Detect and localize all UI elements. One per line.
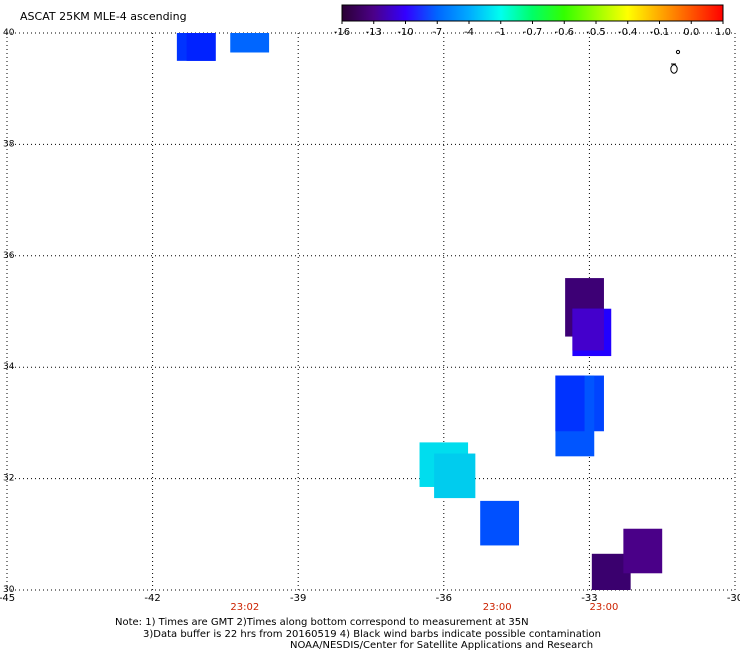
time-label: 23:02 xyxy=(230,602,259,613)
lon-tick-label: -36 xyxy=(436,593,452,604)
lat-tick-label: 36 xyxy=(3,251,15,261)
wind-cell xyxy=(434,453,476,499)
colorbar-label: -1 xyxy=(496,27,506,38)
note-line-1: Note: 1) Times are GMT 2)Times along bot… xyxy=(115,617,529,628)
map-title: ASCAT 25KM MLE-4 ascending xyxy=(20,10,187,23)
colorbar-label: -0.6 xyxy=(554,27,574,38)
time-label: 23:00 xyxy=(590,602,619,613)
colorbar-label: -16 xyxy=(334,27,350,38)
lat-tick-label: 30 xyxy=(3,585,15,595)
wind-cell xyxy=(623,528,663,574)
note-line-3: NOAA/NESDIS/Center for Satellite Applica… xyxy=(290,640,593,650)
wind-cell xyxy=(230,33,270,53)
lon-tick-label: -30 xyxy=(727,593,740,604)
time-labels: 23:02 23:00 23:00 xyxy=(230,602,618,613)
lat-tick-label: 32 xyxy=(3,474,14,484)
axis-tick-labels: -45 -42 -39 -36 -33 -30 40 38 36 34 32 30 xyxy=(0,28,740,604)
colorbar-label: -7 xyxy=(432,27,442,38)
lon-tick-label: -45 xyxy=(0,593,15,604)
lon-tick-label: -42 xyxy=(144,593,160,604)
note-line-2: 3)Data buffer is 22 hrs from 20160519 4)… xyxy=(143,629,601,640)
colorbar-label: -0.7 xyxy=(523,27,543,38)
time-label: 23:00 xyxy=(483,602,512,613)
lat-tick-label: 38 xyxy=(3,139,15,149)
colorbar-label: -13 xyxy=(366,27,382,38)
wind-cells xyxy=(176,33,663,590)
lat-tick-label: 40 xyxy=(3,28,15,38)
wind-cell xyxy=(555,375,585,432)
lon-tick-label: -39 xyxy=(290,593,306,604)
colorbar-label: -4 xyxy=(464,27,474,38)
wind-cell xyxy=(480,500,520,546)
wind-cell xyxy=(572,308,604,351)
lat-tick-label: 34 xyxy=(3,362,15,372)
wind-cell xyxy=(186,33,216,61)
lon-tick-label: -33 xyxy=(581,593,597,604)
wind-barb-icon xyxy=(670,49,681,74)
colorbar-bar xyxy=(341,4,724,22)
colorbar-label: -10 xyxy=(397,27,413,38)
lat-lon-grid xyxy=(6,32,736,591)
